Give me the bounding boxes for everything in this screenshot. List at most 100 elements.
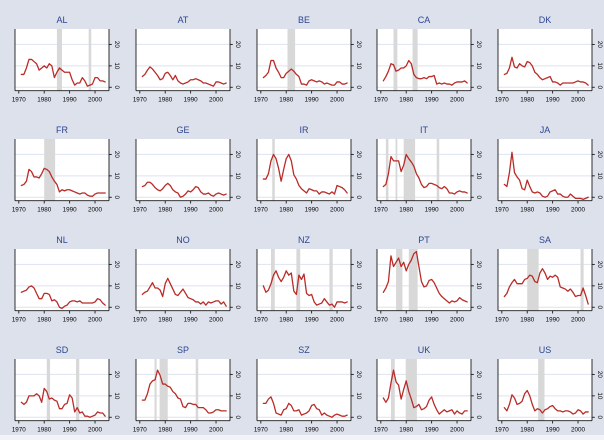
series-line (262, 270, 348, 308)
recession-band (386, 139, 389, 201)
x-tick-label: 2000 (330, 316, 344, 323)
y-tick-label: 0 (113, 196, 120, 200)
x-tick-label: 1990 (63, 426, 77, 433)
panel-title: JA (540, 125, 551, 135)
panel-title: BE (298, 15, 310, 25)
x-tick-label: 1990 (425, 426, 439, 433)
panel-UK: 1970 1980 1990 2000 0 10 20 UK (374, 345, 482, 433)
x-tick-label: 1970 (253, 316, 267, 323)
y-tick-label: 10 (475, 62, 482, 69)
x-tick-label: 1980 (158, 206, 172, 213)
x-tick-label: 2000 (571, 206, 585, 213)
recession-band (580, 249, 584, 311)
x-tick-label: 1970 (374, 316, 388, 323)
y-tick-label: 20 (234, 41, 241, 48)
y-tick-label: 0 (475, 416, 482, 420)
y-tick-label: 0 (475, 306, 482, 310)
x-tick-label: 1980 (400, 96, 414, 103)
y-tick-label: 20 (475, 371, 482, 378)
panel-title: SP (177, 345, 189, 355)
x-tick-label: 2000 (571, 316, 585, 323)
recession-band (195, 359, 199, 421)
window-edge (0, 435, 604, 440)
series-line (262, 153, 348, 195)
panel-SA: 1970 1980 1990 2000 0 10 20 SA (495, 235, 603, 323)
recession-band (56, 29, 62, 91)
panel-title: IT (420, 125, 428, 135)
series-line (20, 167, 106, 197)
panel-title: IR (299, 125, 308, 135)
x-tick-label: 1970 (12, 426, 26, 433)
recession-band (44, 139, 56, 201)
y-tick-label: 0 (113, 416, 120, 420)
x-tick-label: 1990 (546, 96, 560, 103)
x-tick-label: 1980 (158, 96, 172, 103)
panel-PT: 1970 1980 1990 2000 0 10 20 PT (374, 235, 482, 323)
y-tick-label: 10 (596, 282, 603, 289)
x-tick-label: 1970 (12, 206, 26, 213)
plot-area (377, 29, 472, 91)
recession-band (271, 139, 275, 201)
y-tick-label: 20 (475, 41, 482, 48)
x-tick-label: 1980 (400, 316, 414, 323)
recession-band (287, 29, 295, 91)
y-tick-label: 20 (355, 371, 362, 378)
series-line (141, 181, 227, 198)
panel-FR: 1970 1980 1990 2000 0 10 20 FR (12, 125, 120, 213)
panel-title: DK (539, 15, 551, 25)
x-tick-label: 2000 (450, 206, 464, 213)
x-tick-label: 2000 (450, 96, 464, 103)
plot-area (135, 139, 230, 201)
plot-area (135, 249, 230, 311)
plot-area (498, 249, 593, 311)
series-line (503, 56, 590, 86)
x-tick-label: 1980 (279, 206, 293, 213)
x-tick-label: 2000 (88, 426, 102, 433)
recession-band (404, 139, 416, 201)
panel-SP: 1970 1980 1990 2000 0 10 20 SP (133, 345, 241, 433)
y-tick-label: 0 (355, 196, 362, 200)
x-tick-label: 1990 (546, 316, 560, 323)
panel-title: US (539, 345, 551, 355)
x-tick-label: 1990 (63, 96, 77, 103)
x-tick-label: 1990 (425, 96, 439, 103)
series-line (262, 59, 348, 86)
x-tick-label: 1980 (279, 316, 293, 323)
y-tick-label: 0 (355, 86, 362, 90)
recession-band (329, 249, 333, 311)
y-tick-label: 20 (113, 41, 120, 48)
plot-area (14, 249, 109, 311)
y-tick-label: 0 (234, 306, 241, 310)
series-line (383, 250, 469, 304)
x-tick-label: 1980 (400, 206, 414, 213)
y-tick-label: 20 (355, 41, 362, 48)
x-tick-label: 1970 (133, 316, 147, 323)
y-tick-label: 10 (113, 282, 120, 289)
plot-area (377, 139, 472, 201)
y-tick-label: 0 (596, 416, 603, 420)
series-line (383, 153, 469, 195)
recession-band (159, 359, 168, 421)
x-tick-label: 1990 (425, 316, 439, 323)
x-tick-label: 2000 (330, 96, 344, 103)
recession-band (409, 249, 419, 311)
x-tick-label: 1990 (546, 426, 560, 433)
y-tick-label: 0 (234, 86, 241, 90)
panel-title: GE (176, 125, 189, 135)
panel-SD: 1970 1980 1990 2000 0 10 20 SD (12, 345, 120, 433)
x-tick-label: 2000 (88, 316, 102, 323)
recession-band (527, 249, 539, 311)
x-tick-label: 1990 (63, 316, 77, 323)
series-line (383, 59, 469, 86)
x-tick-label: 2000 (450, 426, 464, 433)
series-line (503, 389, 590, 415)
recession-band (393, 29, 398, 91)
series-line (141, 369, 227, 414)
x-tick-label: 2000 (330, 426, 344, 433)
recession-band (154, 359, 157, 421)
panel-US: 1970 1980 1990 2000 0 10 20 US (495, 345, 603, 433)
plot-area (498, 139, 593, 201)
y-tick-label: 10 (355, 282, 362, 289)
panel-AT: 1970 1980 1990 2000 0 10 20 AT (133, 15, 241, 103)
recession-band (396, 249, 403, 311)
